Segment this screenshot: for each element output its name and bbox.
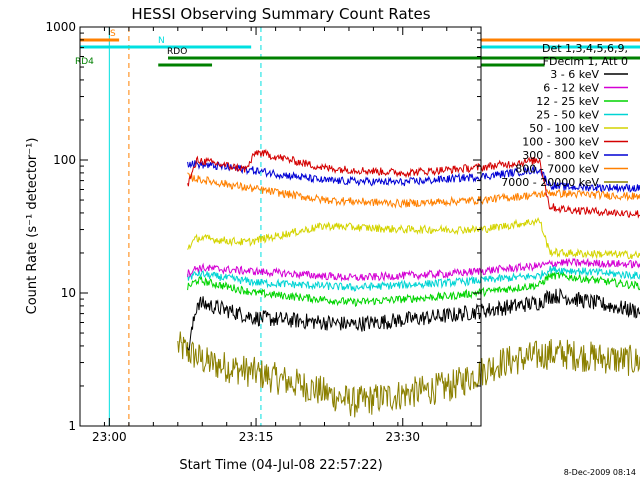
series-line-800-7000-kev	[187, 172, 640, 209]
status-label-s: S	[110, 29, 116, 39]
y-tick-label: 100	[53, 153, 76, 167]
x-axis-label: Start Time (04-Jul-08 22:57:22)	[179, 458, 382, 473]
status-label-n: N	[158, 36, 165, 46]
status-label-rd4: RD4	[75, 57, 94, 67]
legend-header-line: FDecim 1, Att 0	[543, 55, 628, 68]
series-line-300-800-kev	[187, 160, 640, 194]
x-tick-label: 23:00	[92, 430, 127, 444]
y-axis-label: Count Rate (s⁻¹ detector⁻¹)	[25, 138, 40, 315]
series-line-100-300-kev	[187, 148, 640, 219]
legend-entry-label: 6 - 12 keV	[543, 82, 599, 95]
series-line-3-6-kev	[187, 287, 640, 351]
legend: Det 1,3,4,5,6,9,FDecim 1, Att 03 - 6 keV…	[501, 42, 628, 189]
legend-header-line: Det 1,3,4,5,6,9,	[542, 42, 628, 55]
x-tick-label: 23:15	[239, 430, 274, 444]
legend-entry-label: 300 - 800 keV	[522, 149, 599, 162]
series-line-6-12-kev	[187, 257, 640, 282]
series-line-12-25-kev	[187, 270, 640, 308]
legend-entry-label: 3 - 6 keV	[550, 68, 599, 81]
legend-entry-label: 12 - 25 keV	[536, 95, 599, 108]
series-line-25-50-kev	[187, 265, 640, 292]
chart-title: HESSI Observing Summary Count Rates	[131, 5, 430, 23]
legend-entry-label: 800 - 7000 keV	[515, 163, 599, 176]
footer-date: 8-Dec-2009 08:14	[564, 468, 636, 477]
legend-entry-label: 7000 - 20000 keV	[501, 176, 599, 189]
x-tick-label: 23:30	[385, 430, 420, 444]
legend-entry-label: 100 - 300 keV	[522, 136, 599, 149]
series-line-7000-20000-kev	[177, 331, 640, 418]
status-label-rdo: RDO	[167, 47, 187, 57]
legend-entry-label: 25 - 50 keV	[536, 109, 599, 122]
legend-entry-label: 50 - 100 keV	[529, 122, 599, 135]
y-tick-label: 10	[61, 286, 76, 300]
y-tick-label: 1000	[45, 20, 76, 34]
y-tick-label: 1	[68, 419, 76, 433]
plot-frame	[79, 26, 482, 427]
series-line-50-100-kev	[187, 216, 640, 260]
